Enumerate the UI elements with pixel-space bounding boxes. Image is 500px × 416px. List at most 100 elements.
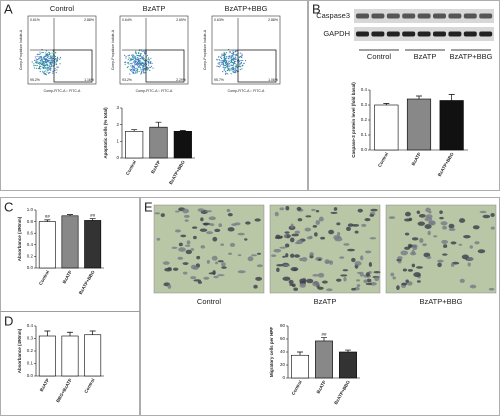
y-tick-label: 0.3 <box>361 102 368 107</box>
flow-dot <box>236 50 238 52</box>
flow-dot <box>136 64 138 66</box>
cell <box>416 210 421 215</box>
blot-band <box>386 13 400 19</box>
flow-dot <box>40 68 42 70</box>
flow-dot <box>128 54 131 56</box>
cell <box>361 223 367 228</box>
cell <box>206 231 214 235</box>
error-bar <box>67 214 73 216</box>
flow-dot <box>148 66 150 68</box>
cell <box>351 223 360 227</box>
flow-dot <box>133 66 136 68</box>
y-tick-label: 20 <box>280 362 286 367</box>
flow-dot <box>45 64 47 67</box>
cell <box>479 210 487 214</box>
flow-x-label: Comp-FITC-A :: FITC-A <box>228 89 265 93</box>
flow-dot <box>131 70 133 73</box>
cell <box>274 236 283 240</box>
flow-dot <box>134 64 136 66</box>
flow-dot <box>134 62 136 65</box>
flow-dot <box>47 67 49 69</box>
flow-dot <box>132 69 134 71</box>
cell <box>374 276 380 282</box>
blot-band <box>433 31 446 37</box>
flow-dot <box>132 72 134 74</box>
cell <box>171 246 178 249</box>
flow-dot <box>133 55 135 57</box>
cell <box>290 223 294 229</box>
quadrant-percent: 0.61% <box>30 18 40 22</box>
y-axis-label: Apoptotic cells (% total) <box>103 107 108 159</box>
cell <box>182 208 190 214</box>
flow-dot <box>225 57 227 59</box>
flow-dot <box>140 69 142 71</box>
flow-dot <box>44 62 47 64</box>
flow-dot <box>234 67 237 69</box>
flow-dot <box>230 59 233 61</box>
flow-dot <box>232 59 234 61</box>
flow-dot <box>50 61 52 63</box>
flow-dot <box>45 74 48 76</box>
cell <box>226 208 231 213</box>
flow-dot <box>235 55 237 57</box>
cell <box>364 250 372 254</box>
x-tick-label: Control <box>38 270 50 286</box>
y-axis-label: Absorbance (490nm) <box>17 216 22 261</box>
bar <box>61 215 79 269</box>
cell <box>309 252 314 256</box>
flow-y-label: Comp-Propidium Iodide-A <box>19 29 23 70</box>
flow-dot <box>56 58 58 61</box>
flow-dot <box>38 65 41 67</box>
flow-dot <box>39 70 41 73</box>
cell <box>282 276 291 281</box>
flow-dot <box>216 65 218 67</box>
flow-dot <box>46 53 48 55</box>
cell <box>354 230 359 234</box>
flow-dot <box>220 57 223 59</box>
flow-dot <box>132 55 134 58</box>
flow-dot <box>127 58 129 61</box>
cell <box>424 224 432 229</box>
cell <box>418 213 426 218</box>
flow-dot <box>50 68 52 70</box>
cell <box>284 231 290 234</box>
flow-dot <box>139 65 141 67</box>
cell <box>410 251 417 256</box>
flow-dot <box>131 66 133 68</box>
flow-dot <box>48 53 51 55</box>
cell <box>357 271 361 274</box>
flow-dot <box>47 69 50 71</box>
flow-dot <box>42 64 44 67</box>
flow-dot <box>140 58 142 60</box>
cell <box>363 279 368 284</box>
error-bar <box>416 95 422 99</box>
flow-dot <box>234 50 236 52</box>
flow-dot <box>48 57 50 59</box>
flow-dot <box>136 54 138 57</box>
flow-dot <box>36 62 38 64</box>
flow-dot <box>54 52 57 54</box>
flow-dot <box>43 61 45 63</box>
cell <box>290 253 295 258</box>
flow-dot <box>52 57 54 60</box>
flow-dot <box>135 50 137 52</box>
cell <box>364 217 371 222</box>
flow-dot <box>239 64 241 66</box>
flow-dot <box>233 62 235 64</box>
flow-dot <box>146 66 148 68</box>
cell <box>400 250 408 256</box>
flow-dot <box>222 62 225 65</box>
error-bar <box>383 103 390 105</box>
cell <box>311 208 316 212</box>
cell <box>251 254 258 257</box>
flow-dot <box>55 71 57 74</box>
flow-dot <box>127 55 129 57</box>
flow-dot <box>139 66 142 69</box>
y-tick-label: 80 <box>280 323 286 328</box>
cell <box>215 261 219 265</box>
flow-dot <box>49 63 51 66</box>
cell <box>428 220 436 226</box>
flow-dot <box>226 66 228 69</box>
cell <box>203 276 210 280</box>
flow-dot <box>45 67 47 69</box>
